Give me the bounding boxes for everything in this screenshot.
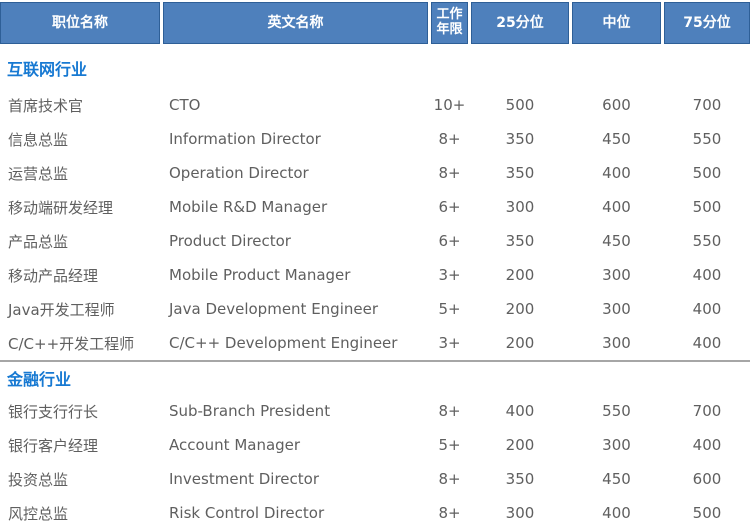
cell-p75: 550: [692, 232, 722, 250]
cell-years: 3+: [438, 266, 461, 284]
table-row: Java开发工程师 Java Development Engineer 5+ 200 3…: [0, 292, 750, 326]
cell-p25: 350: [505, 130, 535, 148]
cell-median: 550: [602, 402, 631, 420]
cell-p25: 350: [505, 232, 535, 250]
cell-p75: 700: [692, 402, 722, 420]
cell-p25: 500: [505, 96, 535, 114]
cell-years: 8+: [438, 504, 461, 522]
cell-median: 400: [602, 164, 631, 182]
cell-median: 400: [602, 198, 631, 216]
cell-median: 400: [602, 504, 631, 522]
table-row: 银行支行行长 Sub-Branch President 8+ 400 550 700: [0, 394, 750, 428]
table-row: 银行客户经理 Account Manager 5+ 200 300 400: [0, 428, 750, 462]
table-section: 互联网行业首席技术官 CTO 10+ 500 600 700 信息总监 Information…: [0, 44, 750, 360]
cell-years: 8+: [438, 164, 461, 182]
table-row: C/C++开发工程师 C/C++ Development Engineer 3+ 20…: [0, 326, 750, 360]
cell-position-cn: 移动产品经理: [8, 266, 99, 285]
cell-median: 450: [602, 470, 631, 488]
table-row: 运营总监 Operation Director 8+ 350 400 500: [0, 156, 750, 190]
cell-years: 8+: [438, 402, 461, 420]
section-title: 互联网行业: [7, 60, 88, 79]
cell-years: 5+: [438, 300, 461, 318]
table-body: 互联网行业首席技术官 CTO 10+ 500 600 700 信息总监 Information…: [0, 44, 750, 529]
table-row: 移动端研发经理 Mobile R&D Manager 6+ 300 400 500: [0, 190, 750, 224]
cell-position-cn: 银行支行行长: [8, 402, 99, 421]
table-row: 首席技术官 CTO 10+ 500 600 700: [0, 88, 750, 122]
cell-years: 3+: [438, 334, 461, 352]
cell-p25: 350: [505, 164, 535, 182]
cell-p25: 300: [505, 198, 535, 216]
column-header-median: 中位: [572, 2, 661, 44]
table-section: 金融行业银行支行行长 Sub-Branch President 8+ 400 550 70…: [0, 360, 750, 529]
cell-position-en: Information Director: [169, 130, 321, 148]
table-row: 风控总监 Risk Control Director 8+ 300 400 500: [0, 496, 750, 529]
cell-median: 450: [602, 232, 631, 250]
cell-years: 8+: [438, 130, 461, 148]
table-header: 职位名称 英文名称 工作年限 25分位 中位 75分位: [0, 2, 750, 44]
cell-p25: 200: [505, 436, 535, 454]
cell-position-cn: 产品总监: [8, 232, 69, 251]
table-row: 信息总监 Information Director 8+ 350 450 550: [0, 122, 750, 156]
column-header-position-cn: 职位名称: [0, 2, 160, 44]
cell-position-en: Investment Director: [169, 470, 319, 488]
cell-p75: 500: [692, 504, 722, 522]
cell-position-en: Product Director: [169, 232, 291, 250]
cell-position-cn: Java开发工程师: [8, 300, 115, 319]
cell-p75: 500: [692, 164, 722, 182]
cell-years: 10+: [433, 96, 466, 114]
cell-position-cn: 银行客户经理: [8, 436, 99, 455]
cell-p25: 200: [505, 334, 535, 352]
cell-position-en: Mobile R&D Manager: [169, 198, 328, 216]
column-header-p75: 75分位: [664, 2, 750, 44]
cell-median: 300: [602, 300, 631, 318]
cell-position-en: Operation Director: [169, 164, 309, 182]
cell-p75: 400: [692, 334, 722, 352]
cell-median: 300: [602, 266, 631, 284]
cell-years: 5+: [438, 436, 461, 454]
cell-p75: 550: [692, 130, 722, 148]
cell-years: 8+: [438, 470, 461, 488]
cell-p75: 700: [692, 96, 722, 114]
cell-years: 6+: [438, 198, 461, 216]
cell-position-en: Risk Control Director: [169, 504, 325, 522]
cell-position-cn: 风控总监: [8, 504, 69, 523]
cell-position-en: CTO: [169, 96, 201, 114]
table-row: 移动产品经理 Mobile Product Manager 3+ 200 300 400: [0, 258, 750, 292]
cell-median: 300: [602, 436, 631, 454]
cell-position-en: Mobile Product Manager: [169, 266, 351, 284]
cell-position-cn: C/C++开发工程师: [8, 334, 135, 353]
cell-p75: 400: [692, 266, 722, 284]
cell-p75: 400: [692, 300, 722, 318]
cell-position-cn: 移动端研发经理: [8, 198, 114, 217]
cell-position-en: Account Manager: [169, 436, 301, 454]
cell-position-en: Sub-Branch President: [169, 402, 331, 420]
column-header-position-en: 英文名称: [163, 2, 428, 44]
table-row: 产品总监 Product Director 6+ 350 450 550: [0, 224, 750, 258]
table-row: 投资总监 Investment Director 8+ 350 450 600: [0, 462, 750, 496]
cell-p75: 400: [692, 436, 722, 454]
column-header-p25: 25分位: [471, 2, 569, 44]
cell-position-cn: 投资总监: [8, 470, 69, 489]
cell-p75: 500: [692, 198, 722, 216]
cell-median: 600: [602, 96, 631, 114]
cell-p25: 200: [505, 266, 535, 284]
cell-median: 300: [602, 334, 631, 352]
cell-p25: 350: [505, 470, 535, 488]
cell-p25: 400: [505, 402, 535, 420]
section-title: 金融行业: [7, 370, 72, 389]
cell-position-cn: 信息总监: [8, 130, 69, 149]
cell-position-cn: 运营总监: [8, 164, 69, 183]
column-header-years: 工作年限: [431, 2, 468, 44]
cell-median: 450: [602, 130, 631, 148]
cell-p25: 200: [505, 300, 535, 318]
cell-p75: 600: [692, 470, 722, 488]
cell-position-en: C/C++ Development Engineer: [169, 334, 398, 352]
cell-position-en: Java Development Engineer: [169, 300, 379, 318]
cell-p25: 300: [505, 504, 535, 522]
cell-years: 6+: [438, 232, 461, 250]
cell-position-cn: 首席技术官: [8, 96, 84, 115]
